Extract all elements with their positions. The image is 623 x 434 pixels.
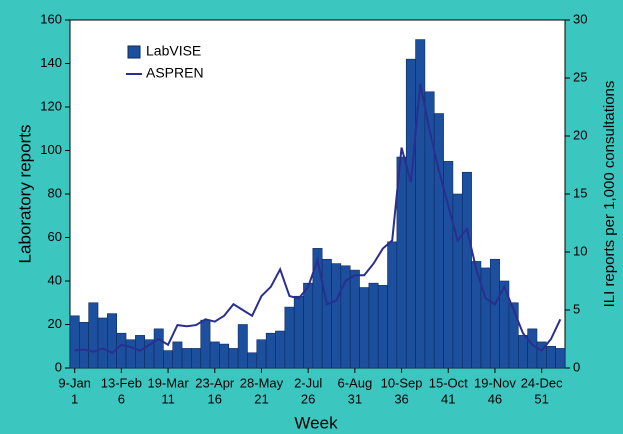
bar [125, 339, 136, 369]
bar [480, 267, 491, 369]
bar [265, 332, 276, 369]
x-tick-label: 31 [348, 391, 362, 406]
bar [452, 193, 463, 369]
bar [433, 113, 444, 369]
bar [405, 58, 416, 369]
line [74, 83, 562, 355]
legend-swatch [127, 45, 141, 59]
y-tick-label: 120 [40, 98, 62, 113]
x-tick-label: 11 [161, 391, 175, 406]
x-tick-label: 36 [394, 391, 408, 406]
x-tick-label: 26 [301, 391, 315, 406]
bar [555, 348, 566, 369]
y2-tick-label: 20 [573, 127, 587, 142]
x-tick-label: 21 [254, 391, 268, 406]
bar [228, 348, 239, 369]
bar [461, 171, 472, 369]
bar [191, 348, 202, 369]
x-date-label: 6-Aug [338, 375, 373, 390]
bar [349, 269, 360, 369]
x-tick-label: 46 [488, 391, 502, 406]
bar [209, 341, 220, 369]
bar [527, 328, 538, 369]
bar [116, 332, 127, 369]
bar [489, 258, 500, 369]
x-axis-title: Week [294, 413, 338, 432]
y-tick-label: 100 [40, 142, 62, 157]
bar [331, 263, 342, 369]
x-date-label: 19-Mar [147, 375, 189, 390]
x-date-label: 2-Jul [294, 375, 322, 390]
y-tick-label: 160 [40, 11, 62, 26]
legend-label: LabVISE [146, 43, 201, 59]
bar [303, 282, 314, 369]
y2-tick-label: 25 [573, 69, 587, 84]
bar [97, 317, 108, 369]
y2-tick-label: 15 [573, 185, 587, 200]
bar [219, 343, 230, 369]
bar [200, 319, 211, 369]
x-date-label: 23-Apr [195, 375, 235, 390]
bar [163, 350, 174, 369]
y2-tick-label: 30 [573, 11, 587, 26]
legend-label: ASPREN [146, 65, 204, 81]
bar [79, 322, 89, 369]
x-date-label: 10-Sep [381, 375, 423, 390]
y2-tick-label: 0 [573, 359, 580, 374]
bar [546, 345, 556, 369]
y2-axis-title: ILI reports per 1,000 consultations [601, 81, 618, 308]
bar [256, 339, 267, 369]
y-tick-label: 80 [48, 185, 62, 200]
bar [359, 287, 370, 369]
bar [275, 330, 286, 369]
bar [247, 352, 258, 369]
bar [107, 313, 117, 369]
bar [387, 241, 398, 369]
x-date-label: 9-Jan [58, 375, 91, 390]
y-tick-label: 60 [48, 229, 62, 244]
x-date-label: 19-Nov [474, 375, 516, 390]
bar [88, 302, 99, 369]
y-tick-label: 20 [48, 316, 62, 331]
x-date-label: 15-Oct [429, 375, 468, 390]
x-date-label: 28-May [240, 375, 284, 390]
y2-tick-label: 10 [573, 243, 587, 258]
bar [368, 282, 379, 369]
x-tick-label: 41 [441, 391, 455, 406]
x-tick-label: 1 [71, 391, 78, 406]
bar [135, 335, 146, 369]
y-tick-label: 0 [55, 359, 62, 374]
y2-tick-label: 5 [573, 301, 580, 316]
bar [312, 248, 323, 369]
x-tick-label: 16 [208, 391, 222, 406]
bar [518, 335, 528, 369]
y-tick-label: 140 [40, 55, 62, 70]
bar [293, 295, 304, 369]
x-date-label: 24-Dec [521, 375, 563, 390]
y-axis-title: Laboratory reports [15, 125, 34, 264]
bar [284, 306, 295, 369]
bar [153, 328, 164, 369]
x-date-label: 13-Feb [101, 375, 142, 390]
bar [69, 315, 80, 369]
bar [181, 348, 192, 369]
bar [172, 341, 183, 369]
y-tick-label: 40 [48, 272, 62, 287]
x-tick-label: 51 [534, 391, 548, 406]
bar [377, 285, 388, 369]
bar [321, 258, 332, 369]
bar [237, 324, 248, 369]
x-tick-label: 6 [118, 391, 125, 406]
